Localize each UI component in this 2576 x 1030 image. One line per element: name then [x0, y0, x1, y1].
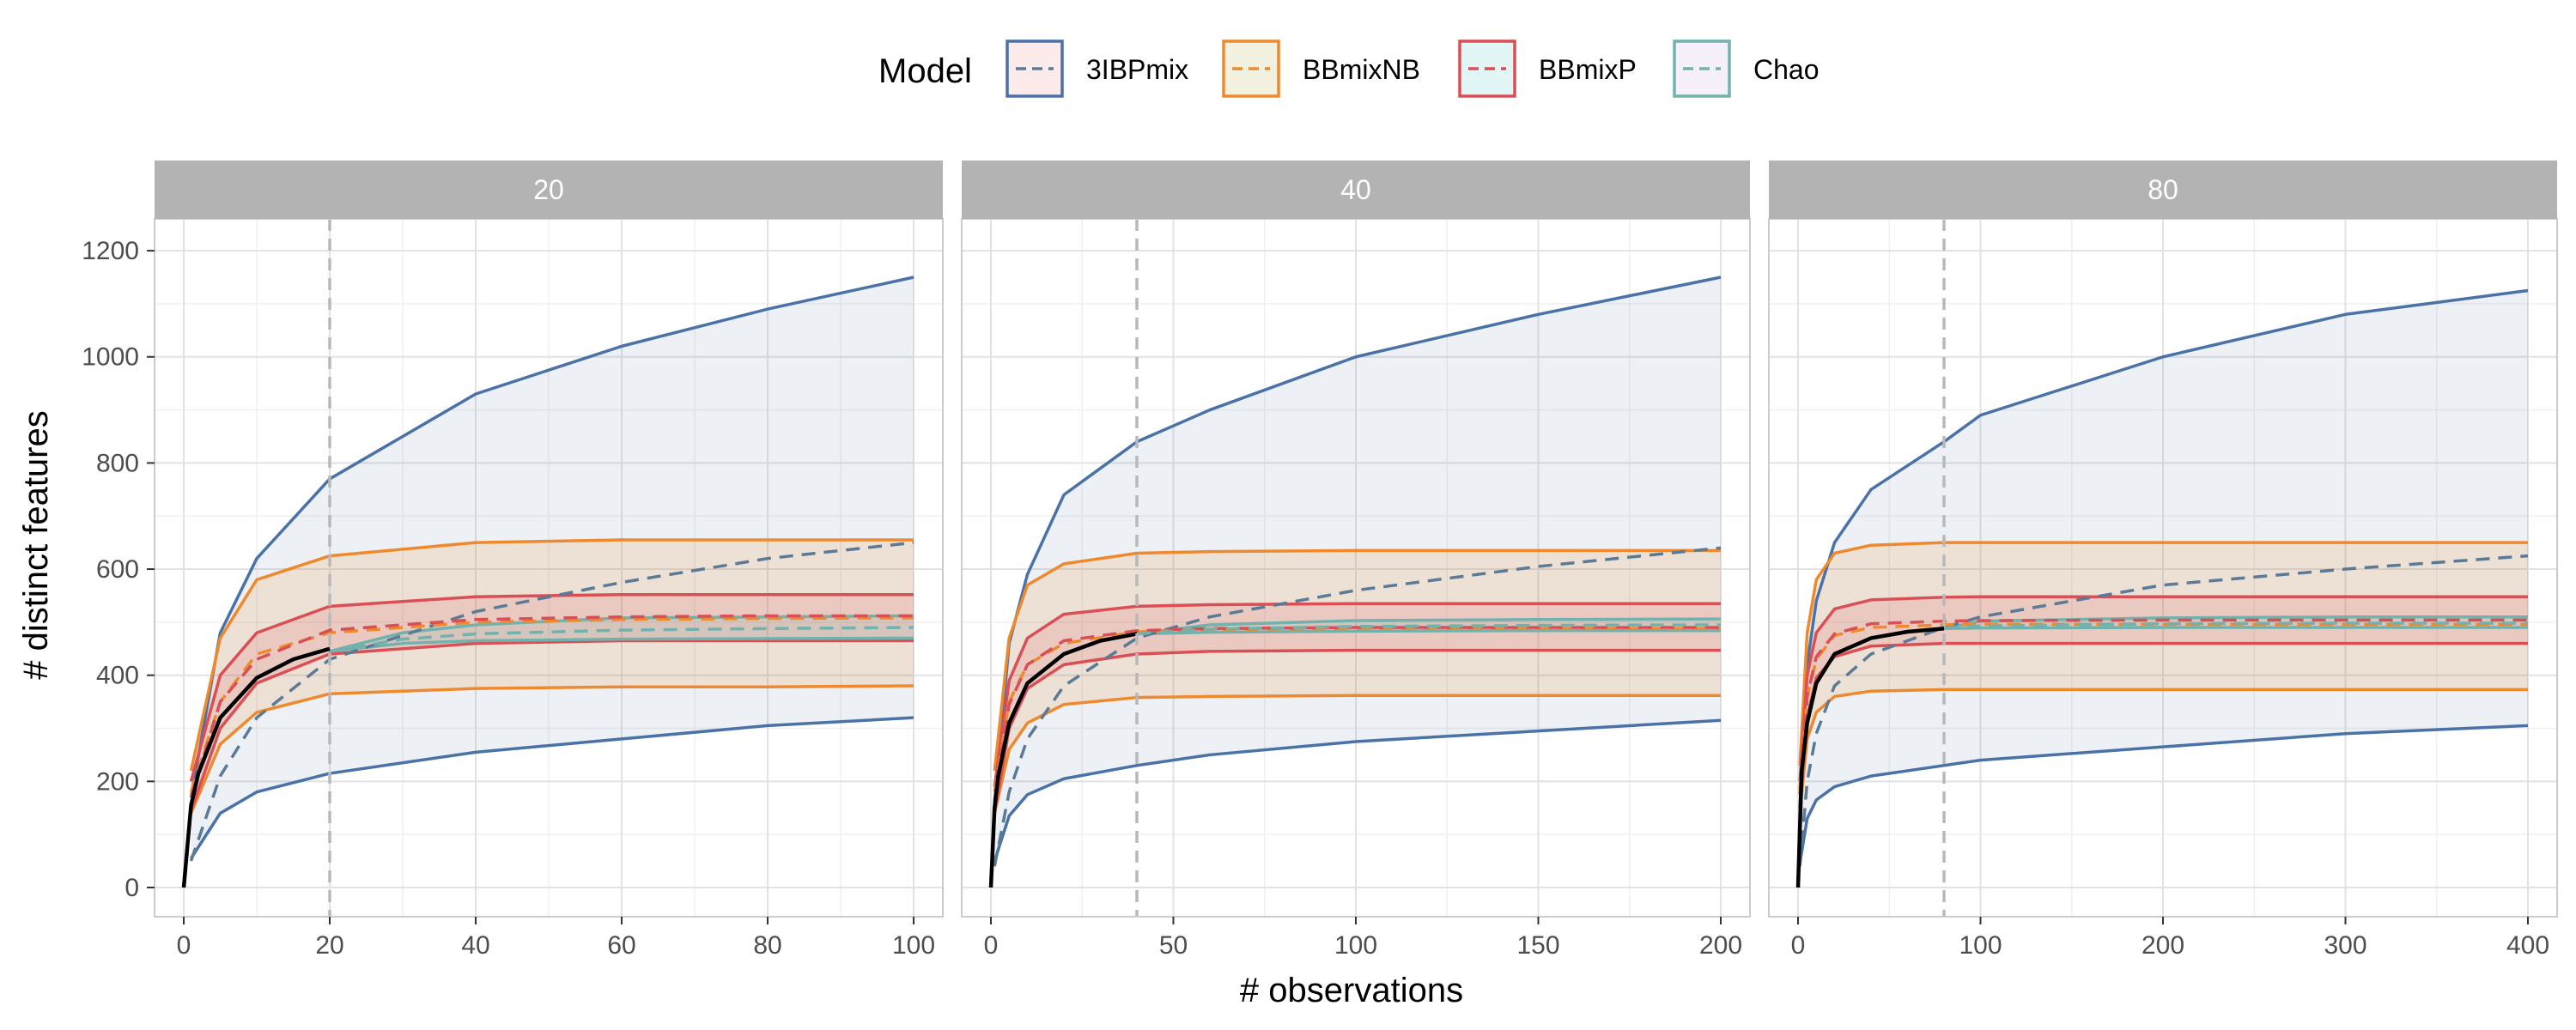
line-3ibpmix-lower — [1798, 724, 2529, 864]
legend-item-bbmixp[interactable]: BBmixP — [1458, 39, 1637, 98]
x-tick-label: 100 — [1959, 931, 2002, 960]
mean-chao — [1943, 621, 2528, 631]
x-tick-label: 0 — [177, 931, 191, 960]
mean-bbmixp — [1798, 618, 2528, 795]
band-bbmixp — [994, 603, 1721, 814]
x-tick-label: 300 — [2324, 931, 2366, 960]
legend-label-3ibpmix[interactable]: 3IBPmix — [1086, 54, 1188, 85]
legend-item-3ibpmix[interactable]: 3IBPmix — [1005, 39, 1188, 98]
mean-bbmixp — [993, 626, 1721, 801]
x-tick-label: 100 — [892, 931, 935, 960]
band-bbmixnb — [994, 550, 1721, 814]
legend-title: Model — [878, 52, 972, 90]
band-3ibpmix — [191, 277, 914, 858]
facet-strip — [155, 161, 943, 219]
y-tick-label: 800 — [96, 449, 139, 477]
observed-curve — [988, 632, 1138, 888]
x-tick-label: 200 — [1699, 931, 1742, 960]
line-3ibpmix-lower — [993, 718, 1722, 862]
legend-label-bbmixp[interactable]: BBmixP — [1539, 54, 1637, 85]
x-tick-label: 200 — [2142, 931, 2184, 960]
mean-3ibpmix — [993, 546, 1722, 867]
legend-item-bbmixnb[interactable]: BBmixNB — [1222, 39, 1420, 98]
band-bbmixnb — [191, 540, 914, 814]
mean-3ibpmix — [189, 541, 914, 862]
line-bbmixp-lower — [189, 639, 914, 811]
line-bbmixnb-lower — [1798, 688, 2528, 814]
band-bbmixp — [191, 594, 914, 811]
legend-item-chao[interactable]: Chao — [1673, 39, 1820, 98]
band-bbmixnb — [1800, 542, 2528, 814]
x-tick-label: 20 — [315, 931, 343, 960]
legend-label-bbmixnb[interactable]: BBmixNB — [1303, 54, 1420, 85]
facet-strip-label: 80 — [2148, 174, 2178, 205]
y-tick-label: 600 — [96, 555, 139, 584]
x-tick-label: 0 — [984, 931, 999, 960]
mean-chao — [1136, 623, 1722, 636]
line-chao-lower — [329, 636, 914, 653]
line-bbmixnb-lower — [189, 684, 914, 815]
y-tick-label: 1200 — [82, 237, 139, 265]
y-tick-label: 200 — [96, 767, 139, 796]
y-tick-label: 1000 — [82, 343, 139, 372]
line-bbmixp-upper — [993, 602, 1721, 787]
line-bbmixnb-upper — [993, 548, 1721, 772]
legend: Model 3IBPmix BBmixNB BBmixP Chao — [878, 39, 1820, 98]
x-tick-label: 60 — [607, 931, 635, 960]
facet-strip — [1769, 161, 2557, 219]
x-tick-label: 100 — [1334, 931, 1377, 960]
observed-curve — [1795, 627, 1945, 888]
legend-label-chao[interactable]: Chao — [1753, 54, 1820, 85]
line-bbmixnb-upper — [1798, 541, 2528, 766]
observed-curve — [181, 646, 331, 888]
panel-40: 40 0 50 100 150 200 — [961, 161, 1751, 960]
x-tick-label: 50 — [1159, 931, 1188, 960]
line-bbmixnb-upper — [189, 538, 914, 772]
band-chao — [330, 615, 914, 651]
line-3ibpmix-lower — [190, 716, 914, 859]
line-3ibpmix-upper — [189, 276, 914, 798]
mean-3ibpmix — [1798, 554, 2529, 867]
line-3ibpmix-upper — [1798, 288, 2529, 809]
y-axis-title: # distinct features — [17, 410, 55, 680]
x-tick-label: 0 — [1791, 931, 1806, 960]
x-tick-label: 400 — [2506, 931, 2549, 960]
facet-strip-label: 20 — [533, 174, 564, 205]
band-3ibpmix — [1800, 290, 2528, 864]
facet-strip — [962, 161, 1750, 219]
line-bbmixp-upper — [189, 592, 914, 782]
panel-80: 80 0 100 200 300 400 — [1768, 161, 2558, 960]
line-chao-lower — [1943, 626, 2528, 631]
y-tick-label: 0 — [125, 874, 139, 902]
x-tick-label: 40 — [461, 931, 489, 960]
line-chao-lower — [1136, 629, 1721, 636]
facet-strip-label: 40 — [1340, 174, 1371, 205]
x-tick-label: 80 — [753, 931, 781, 960]
line-chao-upper — [1136, 617, 1722, 636]
x-tick-label: 150 — [1516, 931, 1559, 960]
y-tick-label: 400 — [96, 662, 139, 690]
band-3ibpmix — [994, 277, 1721, 862]
line-bbmixp-upper — [1798, 595, 2528, 782]
mean-bbmixp — [189, 614, 914, 798]
x-axis-title: # observations — [1240, 972, 1463, 1009]
